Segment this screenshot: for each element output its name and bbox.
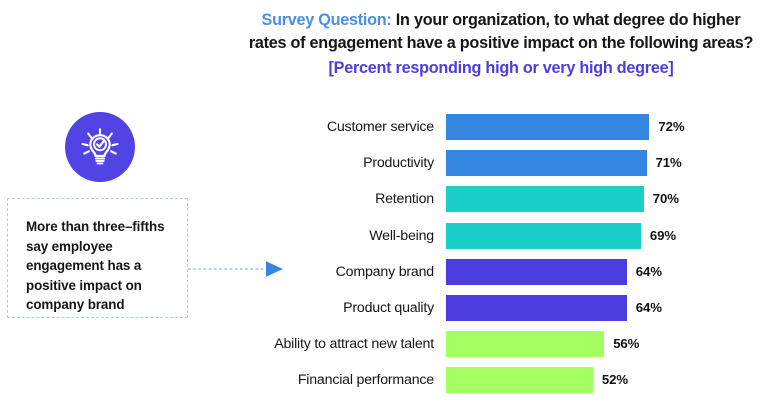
chart-bar-value: 70% [652,191,679,207]
chart-row: Retention 70% [0,186,771,213]
page-title: Survey Question: In your organization, t… [243,9,759,54]
chart-row: Well-being 69% [0,222,771,249]
callout-connector [188,261,283,277]
callout-text: More than three–fifths say employee enga… [26,219,165,312]
chart-row-label: Ability to attract new talent [274,336,434,353]
chart-row-label: Retention [375,191,434,208]
chart-bar [446,295,627,321]
chart-bar-value: 64% [635,300,662,315]
chart-row-label: Financial performance [297,372,434,389]
chart-bar [446,222,641,249]
lightbulb-check-icon [65,112,135,182]
callout-box: More than three–fifths say employee enga… [7,198,188,318]
chart-row-label: Product quality [343,300,434,316]
chart-row: Company brand 64% [0,258,771,285]
chart-bar [446,367,593,394]
chart-bar-value: 64% [635,263,662,279]
chart-row-label: Company brand [335,263,435,280]
title-block: Survey Question: In your organization, t… [243,9,759,80]
chart-row-label: Customer service [326,119,434,135]
chart-row: Product quality 64% [0,295,771,321]
title-prefix: Survey Question: [261,11,392,29]
chart-bar [446,114,650,140]
chart-bar-value: 71% [655,155,682,171]
chart-row-label: Productivity [363,155,434,172]
title-question: In your organization, to what degree do … [248,11,754,52]
chart-row: Productivity 71% [0,150,771,177]
chart-bar [446,150,647,177]
chart-bar [446,258,627,285]
title-subtitle: [Percent responding high or very high de… [328,59,674,77]
chart-row: Customer service 72% [0,114,771,140]
chart-bar-value: 52% [601,372,628,388]
chart-row: Ability to attract new talent 56% [0,331,771,358]
chart-bar-value: 72% [658,119,685,134]
chart-row-label: Well-being [369,227,434,244]
chart-bar [446,331,605,358]
chart-bar-value: 69% [649,227,677,243]
chart-bar-value: 56% [613,336,640,352]
chart-row: Financial performance 52% [0,367,771,394]
chart-bar [446,186,644,213]
